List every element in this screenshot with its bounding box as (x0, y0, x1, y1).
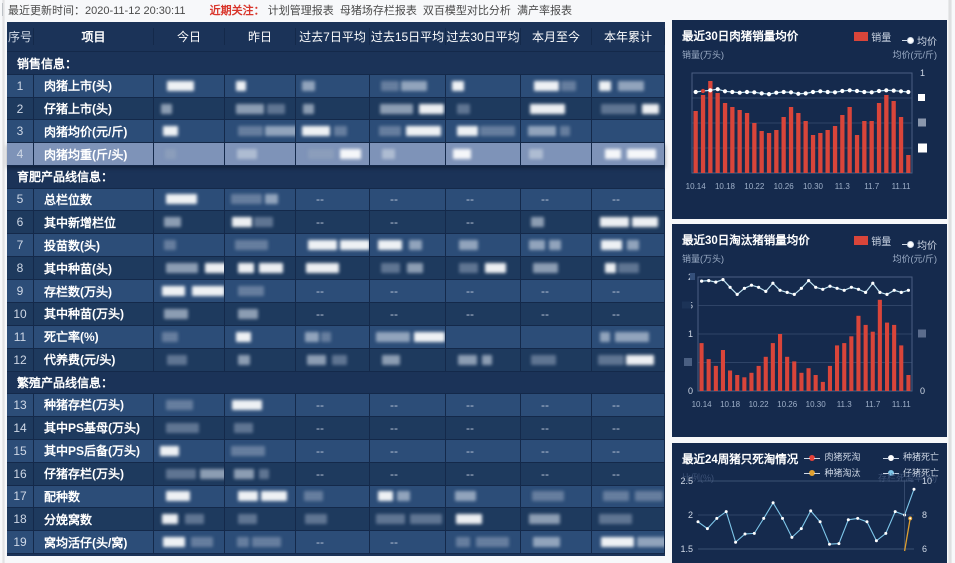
svg-text:10.18: 10.18 (715, 182, 736, 191)
svg-text:11.3: 11.3 (837, 400, 853, 409)
svg-text:10.18: 10.18 (720, 400, 741, 409)
svg-text:0: 0 (920, 386, 925, 396)
svg-text:11.7: 11.7 (864, 182, 880, 191)
svg-text:2: 2 (688, 510, 693, 520)
svg-text:1.5: 1.5 (680, 544, 693, 554)
svg-text:11.7: 11.7 (865, 400, 881, 409)
svg-text:8: 8 (922, 510, 927, 520)
svg-text:10: 10 (922, 476, 932, 486)
svg-text:11.11: 11.11 (892, 400, 911, 409)
svg-text:11.11: 11.11 (892, 182, 911, 191)
svg-text:1: 1 (920, 68, 925, 78)
svg-text:10.22: 10.22 (744, 182, 765, 191)
svg-text:10.22: 10.22 (749, 400, 770, 409)
svg-text:10.26: 10.26 (777, 400, 798, 409)
svg-text:10.14: 10.14 (692, 400, 713, 409)
svg-text:2.5: 2.5 (680, 476, 693, 486)
svg-text:10.30: 10.30 (803, 182, 824, 191)
svg-text:10.14: 10.14 (686, 182, 707, 191)
svg-text:10.26: 10.26 (774, 182, 795, 191)
svg-text:11.3: 11.3 (835, 182, 851, 191)
svg-text:10.30: 10.30 (806, 400, 827, 409)
svg-text:6: 6 (922, 544, 927, 554)
svg-text:1: 1 (688, 329, 693, 339)
svg-text:0: 0 (688, 386, 693, 396)
